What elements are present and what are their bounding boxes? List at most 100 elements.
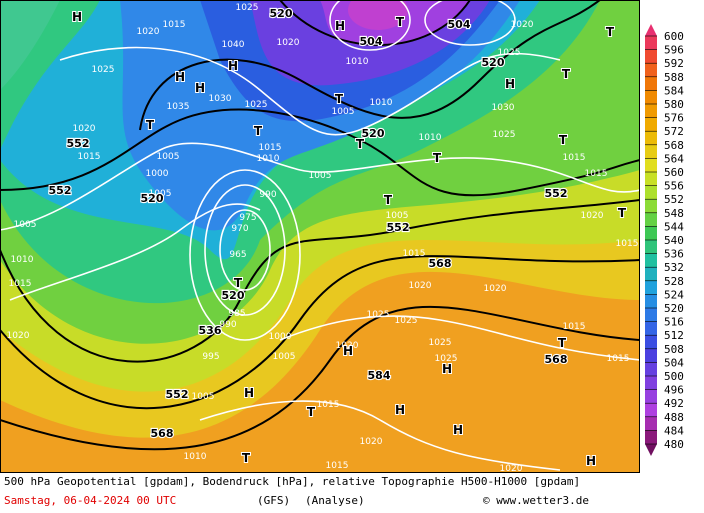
pressure-center: T [606, 25, 615, 39]
colorbar-tick-label: 572 [664, 125, 684, 138]
pressure-label: 1015 [403, 249, 426, 259]
pressure-label: 1020 [73, 124, 96, 134]
geopotential-label: 552 [67, 137, 90, 150]
pressure-label: 1025 [367, 310, 390, 320]
colorbar-tick-label: 496 [664, 384, 684, 397]
date: Samstag, 06-04-2024 00 UTC [4, 494, 176, 507]
geopotential-label: 568 [429, 257, 452, 270]
colorbar-segment [645, 280, 657, 295]
pressure-label: 995 [202, 352, 219, 362]
colorbar-segment [645, 117, 657, 132]
isobars [0, 0, 640, 471]
geopotential-label: 568 [545, 353, 568, 366]
colorbar-segment [645, 49, 657, 64]
pressure-label: 970 [231, 224, 248, 234]
pressure-label: 1020 [581, 211, 604, 221]
colorbar-tick-label: 480 [664, 438, 684, 451]
colorbar-tick-label: 524 [664, 288, 684, 301]
colorbar-segment [645, 104, 657, 118]
colorbar-tick-label: 500 [664, 370, 684, 383]
colorbar-segment [645, 253, 657, 268]
pressure-label: 985 [228, 309, 245, 319]
map-frame [0, 0, 640, 473]
geopotential-label: 504 [448, 18, 471, 31]
pressure-center: H [244, 386, 254, 400]
pressure-label: 1025 [245, 100, 268, 110]
colorbar-tick-label: 484 [664, 424, 684, 437]
pressure-center: T [396, 15, 405, 29]
colorbar-tick-label: 556 [664, 180, 684, 193]
geopotential-label: 552 [387, 221, 410, 234]
pressure-label: 1020 [409, 281, 432, 291]
credit: © www.wetter3.de [483, 494, 589, 507]
colorbar-tick-label: 592 [664, 57, 684, 70]
pressure-center: T [242, 451, 251, 465]
pressure-label: 1010 [257, 154, 280, 164]
colorbar-arrow-bottom [645, 444, 657, 456]
pressure-label: 1010 [346, 57, 369, 67]
colorbar-tick-label: 528 [664, 275, 684, 288]
colorbar-segment [645, 403, 657, 417]
map-labels: 1025102010151005101010151020100510001005… [7, 3, 639, 474]
pressure-label: 1005 [14, 220, 37, 230]
pressure-center: T [307, 405, 316, 419]
pressure-center: H [442, 362, 452, 376]
colorbar-segment [645, 226, 657, 240]
map-field [0, 0, 640, 473]
model: (GFS) [257, 494, 290, 507]
pressure-center: H [586, 454, 596, 468]
pressure-center: T [618, 206, 627, 220]
pressure-label: 1035 [167, 102, 190, 112]
pressure-label: 1005 [149, 189, 172, 199]
pressure-label: 1015 [616, 239, 639, 249]
pressure-label: 1020 [511, 20, 534, 30]
colorbar: 6005965925885845805765725685645605565525… [645, 24, 684, 456]
colorbar-segment [645, 430, 657, 444]
pressure-label: 1010 [184, 452, 207, 462]
pressure-label: 1010 [11, 255, 34, 265]
pressure-center: T [562, 67, 571, 81]
pressure-center: H [343, 344, 353, 358]
pressure-label: 1025 [236, 3, 259, 13]
pressure-label: 1015 [78, 152, 101, 162]
pressure-label: 1015 [326, 461, 349, 471]
pressure-center: H [505, 77, 515, 91]
colorbar-arrow-top [645, 24, 657, 36]
pressure-label: 1010 [419, 133, 442, 143]
pressure-label: 1015 [163, 20, 186, 30]
colorbar-segment [645, 376, 657, 390]
colorbar-segment [645, 158, 657, 172]
geopotential-label: 520 [362, 127, 385, 140]
colorbar-tick-label: 580 [664, 98, 684, 111]
pressure-center: T [384, 193, 393, 207]
pressure-label: 1020 [7, 331, 30, 341]
colorbar-tick-label: 588 [664, 71, 684, 84]
colorbar-segment [645, 144, 657, 159]
pressure-label: 1015 [317, 400, 340, 410]
colorbar-tick-label: 512 [664, 329, 684, 342]
colorbar-segment [645, 76, 657, 91]
pressure-label: 1020 [500, 464, 523, 474]
colorbar-segment [645, 131, 657, 145]
geopotential-label: 520 [270, 7, 293, 20]
geopotential-label: 504 [360, 35, 383, 48]
pressure-label: 1015 [563, 153, 586, 163]
colorbar-tick-label: 540 [664, 234, 684, 247]
pressure-label: 990 [259, 190, 276, 200]
pressure-label: 1030 [209, 94, 232, 104]
pressure-label: 1015 [9, 279, 32, 289]
geopotential-label: 520 [482, 56, 505, 69]
pressure-label: 1000 [269, 332, 292, 342]
pressure-label: 965 [229, 250, 246, 260]
colorbar-tick-label: 576 [664, 112, 684, 125]
pressure-label: 1020 [360, 437, 383, 447]
pressure-label: 1025 [429, 338, 452, 348]
geopotential-label: 584 [368, 369, 391, 382]
pressure-center: T [558, 336, 567, 350]
colorbar-segment [645, 294, 657, 308]
geopotential-label: 520 [141, 192, 164, 205]
pressure-label: 1020 [336, 341, 359, 351]
pressure-label: 1025 [498, 48, 521, 58]
